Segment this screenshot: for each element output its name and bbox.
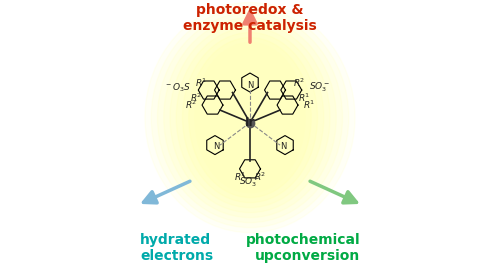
Text: photochemical
upconversion: photochemical upconversion — [246, 233, 360, 263]
Ellipse shape — [145, 2, 355, 233]
Text: Ir: Ir — [244, 116, 256, 129]
Text: $R^2$: $R^2$ — [292, 76, 305, 89]
Text: $R^2$: $R^2$ — [190, 91, 202, 104]
Text: $SO_3^-$: $SO_3^-$ — [240, 175, 260, 189]
Ellipse shape — [182, 32, 318, 203]
Text: hydrated
electrons: hydrated electrons — [140, 233, 213, 263]
Text: $R^2$: $R^2$ — [254, 170, 266, 182]
Text: $R^1$: $R^1$ — [298, 91, 310, 104]
Ellipse shape — [176, 27, 324, 208]
Text: $^-O_3S$: $^-O_3S$ — [164, 81, 191, 94]
Text: $R^1$: $R^1$ — [234, 170, 246, 182]
Ellipse shape — [164, 18, 336, 218]
Text: N: N — [213, 142, 220, 151]
Ellipse shape — [195, 43, 305, 193]
Ellipse shape — [151, 7, 349, 228]
Text: $R^1$: $R^1$ — [302, 99, 315, 111]
Text: photoredox &
enzyme catalysis: photoredox & enzyme catalysis — [183, 2, 317, 33]
Text: N: N — [247, 81, 253, 90]
Ellipse shape — [188, 38, 312, 198]
Text: $SO_3^-$: $SO_3^-$ — [309, 81, 330, 94]
Text: $R^1$: $R^1$ — [195, 76, 207, 89]
Ellipse shape — [158, 13, 342, 223]
Text: N: N — [280, 142, 287, 151]
Text: $R^2$: $R^2$ — [185, 99, 198, 111]
Ellipse shape — [170, 23, 330, 213]
